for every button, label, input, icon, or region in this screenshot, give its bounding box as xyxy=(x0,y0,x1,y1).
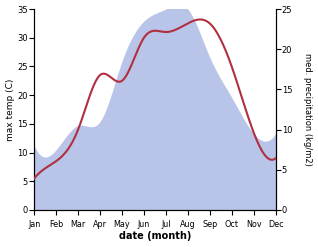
Y-axis label: med. precipitation (kg/m2): med. precipitation (kg/m2) xyxy=(303,53,313,166)
X-axis label: date (month): date (month) xyxy=(119,231,191,242)
Y-axis label: max temp (C): max temp (C) xyxy=(5,78,15,141)
